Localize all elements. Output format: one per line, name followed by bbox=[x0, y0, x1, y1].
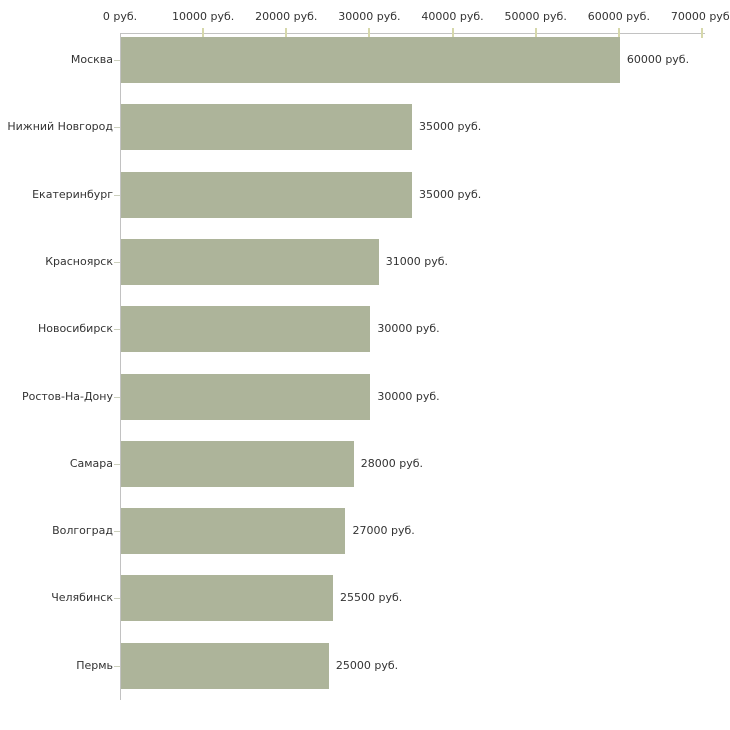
value-label: 25000 руб. bbox=[335, 658, 399, 672]
bar bbox=[121, 171, 412, 218]
x-axis-tick-label: 70000 руб. bbox=[670, 10, 730, 23]
category-tick-mark bbox=[114, 127, 120, 128]
category-label: Красноярск bbox=[45, 254, 113, 268]
bar bbox=[121, 508, 346, 555]
value-label: 30000 руб. bbox=[377, 389, 440, 403]
category-tick-mark bbox=[114, 598, 120, 599]
x-axis-tick-label: 10000 руб. bbox=[171, 10, 235, 23]
x-axis-tick-label: 0 руб. bbox=[102, 10, 138, 23]
category-tick-mark bbox=[114, 329, 120, 330]
x-axis-tick-mark bbox=[534, 28, 537, 38]
value-label: 30000 руб. bbox=[377, 322, 440, 336]
x-axis-tick-mark bbox=[285, 28, 288, 38]
x-axis-tick-label: 20000 руб. bbox=[255, 10, 318, 23]
category-label: Челябинск bbox=[51, 591, 113, 605]
category-tick-mark bbox=[114, 397, 120, 398]
category-tick-mark bbox=[114, 666, 120, 667]
category-label: Новосибирск bbox=[37, 322, 113, 336]
x-axis-tick-mark bbox=[368, 28, 371, 38]
bar bbox=[121, 373, 371, 420]
category-label: Самара bbox=[69, 456, 113, 470]
x-axis-tick-label: 60000 руб. bbox=[587, 10, 650, 23]
x-axis-tick-mark bbox=[700, 28, 703, 38]
value-label: 60000 руб. bbox=[626, 53, 690, 66]
bar bbox=[121, 306, 371, 353]
x-axis-tick-mark bbox=[617, 28, 620, 38]
value-label: 35000 руб. bbox=[418, 120, 482, 134]
x-axis-line bbox=[120, 33, 705, 34]
category-tick-mark bbox=[114, 262, 120, 263]
bar bbox=[121, 37, 620, 83]
value-label: 35000 руб. bbox=[418, 187, 482, 201]
category-label: Нижний Новгород bbox=[7, 120, 113, 134]
category-label: Ростов-На-Дону bbox=[21, 389, 113, 403]
category-label: Екатеринбург bbox=[32, 187, 113, 201]
x-axis-tick-mark bbox=[202, 28, 205, 38]
bar bbox=[121, 238, 379, 285]
category-label: Волгоград bbox=[52, 524, 113, 538]
category-label: Пермь bbox=[76, 658, 113, 672]
x-axis-tick-label: 30000 руб. bbox=[338, 10, 401, 23]
category-tick-mark bbox=[114, 195, 120, 196]
category-tick-mark bbox=[114, 464, 120, 465]
bar bbox=[121, 642, 329, 689]
category-tick-mark bbox=[114, 60, 120, 61]
bar bbox=[121, 575, 333, 622]
bar bbox=[121, 104, 412, 151]
x-axis-tick-mark bbox=[451, 28, 454, 38]
value-label: 28000 руб. bbox=[360, 456, 424, 470]
category-label: Москва bbox=[70, 53, 113, 66]
y-axis-line bbox=[120, 33, 121, 700]
category-tick-mark bbox=[114, 531, 120, 532]
value-label: 25500 руб. bbox=[340, 591, 403, 605]
value-label: 27000 руб. bbox=[352, 524, 415, 538]
value-label: 31000 руб. bbox=[385, 254, 448, 268]
x-axis-tick-label: 50000 руб. bbox=[504, 10, 567, 23]
bar bbox=[121, 440, 354, 487]
x-axis-tick-label: 40000 руб. bbox=[421, 10, 484, 23]
